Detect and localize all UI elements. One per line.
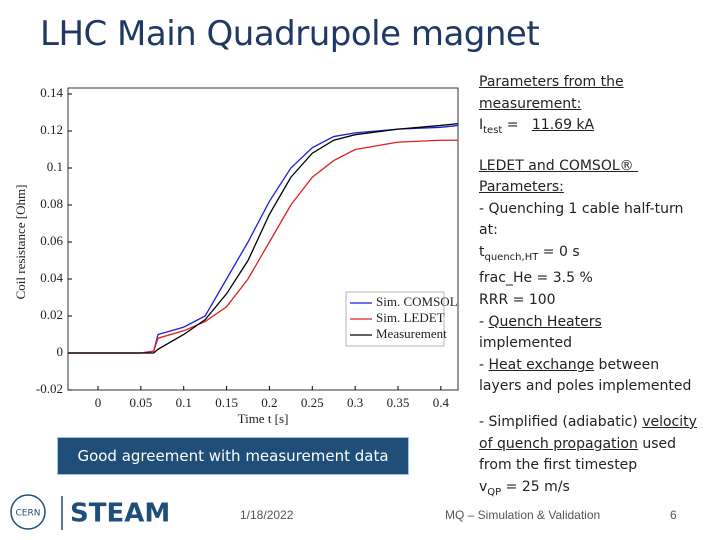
logos: CERN STEAM	[10, 494, 170, 530]
x-tick-label: 0.1	[176, 395, 192, 410]
note-text: at:	[479, 222, 498, 239]
note-text: 11.69 kA	[531, 117, 595, 134]
x-axis-label: Time t [s]	[238, 411, 289, 426]
note-text: of quench propagation	[479, 435, 638, 452]
steam-logo: STEAM	[70, 499, 170, 529]
note-line: frac_He = 3.5 %	[479, 268, 697, 290]
note-block: LEDET and COMSOL® Parameters: - Quenching…	[479, 156, 697, 398]
cern-logo	[10, 494, 46, 530]
note-line: of quench propagation used	[479, 434, 697, 456]
note-text: Parameters from the	[479, 74, 624, 90]
y-tick-label: 0.08	[40, 196, 63, 211]
legend-label: Sim. COMSOL	[376, 294, 458, 309]
chart: -0.02 0 0.02 0.04 0.06 0.08 0.1 0.12 0.14 0 0.05 0.…	[13, 85, 459, 426]
note-text: Parameters:	[479, 179, 564, 196]
note-text: I	[479, 117, 484, 134]
note-line: Itest = 11.69 kA	[479, 115, 697, 141]
note-line: implemented	[479, 333, 697, 355]
note-line: - Quench Heaters	[479, 312, 697, 334]
date: 1/18/2022	[240, 508, 294, 522]
note-text: -	[479, 313, 489, 330]
note-text: =	[502, 117, 532, 134]
note-text: from the first timestep	[479, 457, 638, 474]
x-tick-label: 0.3	[347, 395, 363, 410]
x-tick-label: 0.2	[261, 395, 277, 410]
y-tick-label: 0.02	[40, 307, 63, 322]
note-text: measurement:	[479, 95, 582, 112]
note-text: RRR = 100	[479, 291, 556, 308]
note-text: = 25 m/s	[501, 478, 570, 495]
note-line: measurement:	[479, 94, 697, 116]
note-text: QP	[487, 486, 502, 498]
note-text: frac_He = 3.5 %	[479, 270, 593, 287]
notes: Parameters from the measurement: Itest = 1…	[479, 72, 697, 517]
note-line: Parameters:	[479, 177, 697, 199]
note-text: LEDET and COMSOL®	[479, 157, 639, 174]
callout: Good agreement with measurement data	[57, 437, 409, 475]
note-text: t	[479, 243, 485, 260]
note-text: - Quenching 1 cable half-turn	[479, 200, 684, 217]
series-line	[68, 122, 459, 354]
note-block: Parameters from the measurement: Itest = 1…	[479, 72, 697, 142]
y-tick-label: 0.14	[40, 85, 63, 100]
legend-label: Measurement	[376, 326, 447, 341]
footer-title: MQ – Simulation & Validation	[445, 508, 601, 522]
y-axis-label: Coil resistance [Ohm]	[13, 185, 28, 300]
series-line	[68, 139, 458, 354]
y-tick-label: 0.1	[47, 159, 63, 174]
note-text: quench,HT	[484, 251, 539, 263]
x-tick-label: 0.25	[301, 395, 324, 410]
note-line: from the first timestep	[479, 455, 697, 477]
note-line: - Simplified (adiabatic) velocity	[479, 412, 697, 434]
note-line: vQP = 25 m/s	[479, 477, 697, 503]
note-line: - Quenching 1 cable half-turn	[479, 199, 697, 221]
note-text: = 0 s	[538, 243, 580, 260]
note-text: velocity	[642, 413, 697, 430]
page-number: 6	[670, 508, 677, 522]
x-tick-label: 0	[95, 395, 102, 410]
x-tick-label: 0.05	[129, 395, 152, 410]
y-tick-label: 0.12	[40, 122, 63, 137]
note-text: - Simplified (adiabatic)	[479, 413, 643, 430]
note-text: -	[479, 356, 489, 373]
note-text: implemented	[479, 335, 573, 352]
note-text: between	[594, 356, 660, 373]
cern-text: CERN	[16, 509, 41, 519]
note-line: layers and poles implemented	[479, 376, 697, 398]
note-line: tquench,HT = 0 s	[479, 242, 697, 268]
x-tick-label: 0.15	[215, 395, 238, 410]
y-tick-label: -0.02	[36, 381, 63, 396]
note-line: Parameters from the	[479, 72, 697, 94]
y-tick-label: 0.06	[40, 233, 63, 248]
note-line: RRR = 100	[479, 290, 697, 312]
y-tick-label: 0	[57, 344, 64, 359]
note-block: - Simplified (adiabatic) velocity of quen…	[479, 412, 697, 503]
note-text: Quench Heaters	[488, 313, 602, 330]
note-text: Heat exchange	[488, 356, 595, 373]
note-line: - Heat exchange between	[479, 355, 697, 377]
note-text: layers and poles implemented	[479, 378, 692, 395]
x-tick-label: 0.4	[433, 395, 450, 410]
slide-title: LHC Main Quadrupole magnet	[40, 14, 540, 54]
y-tick-label: 0.04	[40, 270, 63, 285]
note-text: used	[637, 435, 676, 452]
note-text: test	[483, 124, 503, 136]
note-text: v	[479, 478, 488, 495]
x-tick-label: 0.35	[387, 395, 410, 410]
note-line: at:	[479, 220, 697, 242]
note-line: LEDET and COMSOL®	[479, 156, 697, 178]
legend-label: Sim. LEDET	[376, 310, 445, 325]
